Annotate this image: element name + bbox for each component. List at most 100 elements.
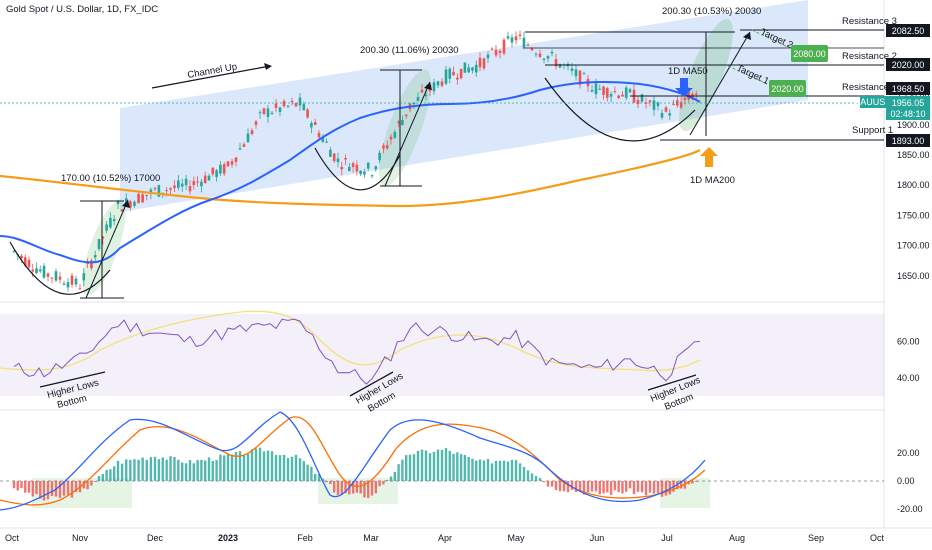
candle-body <box>570 68 574 71</box>
macd-hist-bar <box>617 481 620 493</box>
macd-hist-bar <box>370 481 374 496</box>
candle-body <box>456 77 459 80</box>
hl-line-1 <box>39 371 106 388</box>
candle-body <box>467 67 470 73</box>
macd-hist-bar <box>310 466 313 481</box>
macd-hist-bar <box>550 481 554 487</box>
rise-arrow-3-head <box>743 32 751 40</box>
macd-hist-bar <box>424 450 428 481</box>
candle-body <box>78 288 82 290</box>
macd-hist-bar <box>157 459 161 481</box>
candle-body <box>35 268 38 274</box>
level-name-resistance-2: Resistance 2 <box>842 51 897 62</box>
macd-hist-bar <box>120 463 124 481</box>
measure-bracket-3 <box>525 31 735 136</box>
macd-hist-bar <box>534 476 538 481</box>
candle-body <box>621 94 624 97</box>
ma50-label: 1D MA50 <box>668 66 708 77</box>
candle-body <box>416 97 420 101</box>
candle-body <box>313 122 317 125</box>
macd-hist-bar <box>177 459 180 481</box>
macd-hist-bar <box>644 481 648 496</box>
candle-body <box>510 37 514 43</box>
tag-resistance-1-bg <box>886 82 930 95</box>
macd-hist-bar <box>298 458 302 481</box>
macd-hist-bar <box>282 454 286 481</box>
macd-hist-bar <box>428 453 432 481</box>
macd-hist-bar <box>558 481 562 492</box>
macd-hist-bar <box>27 481 31 493</box>
candle-body <box>188 186 192 192</box>
macd-hist-bar <box>39 481 42 499</box>
candle-body <box>74 278 78 285</box>
candle-body <box>219 164 222 174</box>
candle-body <box>207 175 211 181</box>
candle-body <box>522 37 526 49</box>
tag-resistance-3-bg <box>886 24 930 37</box>
candle-body <box>691 94 694 100</box>
macd-hist-bar <box>378 481 381 487</box>
macd-hist-bar <box>109 469 112 481</box>
macd-hist-bar <box>116 460 120 481</box>
candle-body <box>424 94 428 97</box>
macd-hist-bar <box>226 454 230 481</box>
time-label-10: Aug <box>729 533 745 543</box>
macd-tick-1: 0.00 <box>897 476 915 486</box>
macd-hist-bar <box>246 453 250 481</box>
candle-body <box>31 269 35 272</box>
candle-body <box>582 73 586 75</box>
candle-body <box>617 95 620 99</box>
macd-hist-bar <box>105 469 108 481</box>
macd-hist-bar <box>86 481 89 490</box>
candle-body <box>648 100 652 102</box>
macd-hist-bar <box>471 458 474 481</box>
macd-hist-bar <box>141 457 144 481</box>
time-label-4: Feb <box>297 533 313 543</box>
macd-hist-bar <box>266 450 270 481</box>
candle-body <box>211 167 215 175</box>
macd-hist-bar <box>317 474 321 481</box>
candle-body <box>538 53 542 58</box>
candle-body <box>590 89 594 92</box>
candle-body <box>452 71 455 76</box>
candle-body <box>238 148 242 150</box>
macd-hist-bar <box>50 481 54 496</box>
candle-body <box>332 153 336 162</box>
macd-line <box>0 411 706 511</box>
candle-body <box>124 198 128 203</box>
measure-bracket-2 <box>380 69 422 187</box>
macd-hist-bar <box>274 454 278 481</box>
candle-body <box>329 149 332 157</box>
candle-body <box>694 93 698 95</box>
candle-body <box>506 36 510 39</box>
candle-body <box>420 89 424 93</box>
candle-body <box>359 170 362 175</box>
macd-hist-bar <box>278 455 282 481</box>
candle-body <box>448 68 452 79</box>
macd-hist-bar <box>695 481 698 482</box>
macd-hist-bar <box>161 457 164 481</box>
macd-hist-bar <box>526 470 530 481</box>
rise-arrow-3 <box>689 31 751 136</box>
target-1-line <box>727 65 773 87</box>
candle-body <box>38 269 42 272</box>
macd-hist-bar <box>35 481 38 495</box>
macd-hist-bar <box>586 481 590 493</box>
candle-body <box>558 64 562 68</box>
tag-resistance-2: 2020.00 <box>892 60 925 70</box>
candle-body <box>664 107 668 112</box>
macd-hist-bar <box>204 460 207 481</box>
macd-hist-bar <box>192 463 195 481</box>
candle-body <box>137 193 140 204</box>
price-tick-8: 1650.00 <box>897 271 930 281</box>
candle-body <box>246 133 250 143</box>
candle-body <box>242 144 246 147</box>
ma200-up-arrow <box>700 147 718 167</box>
macd-hist-bar <box>664 481 668 496</box>
candle-body <box>184 178 188 186</box>
macd-hist-bar <box>668 481 671 495</box>
candle-body <box>486 54 490 59</box>
macd-hist-bar <box>416 450 420 481</box>
candle-body <box>554 59 558 67</box>
candle-body <box>165 190 168 192</box>
